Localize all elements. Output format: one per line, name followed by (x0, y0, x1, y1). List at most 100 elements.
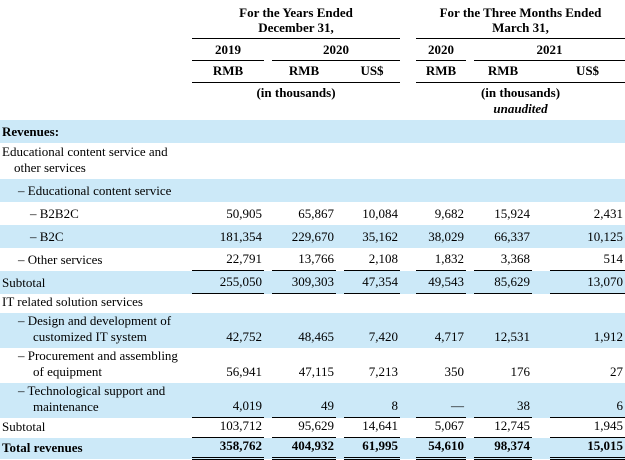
value-cell (344, 119, 400, 143)
currency-rmb-2020: RMB (288, 62, 320, 78)
column-gap (532, 294, 550, 313)
value-cell (416, 178, 466, 202)
value-cell: 229,670 (272, 224, 336, 248)
row-label: – Procurement and assembling of equipmen… (18, 347, 178, 379)
value-cell (550, 143, 625, 179)
year-2021: 2021 (474, 38, 625, 61)
group-title-three-months: For the Three Months Ended March 31, (416, 0, 625, 39)
column-gap (532, 224, 550, 248)
value-cell: 1,945 (550, 417, 625, 438)
currency-rmb-2019: RMB (212, 62, 244, 78)
value-cell (192, 143, 264, 179)
column-gap (336, 143, 344, 179)
value-cell (416, 119, 466, 143)
column-gap (400, 294, 416, 313)
value-cell (550, 178, 625, 202)
row-label: Educational content service and other se… (2, 143, 168, 175)
table-row: – Design and development of customized I… (0, 312, 625, 348)
table-row: Subtotal 255,050 309,303 47,354 49,543 85,629… (0, 270, 625, 294)
value-cell (192, 119, 264, 143)
column-gap (532, 248, 550, 271)
column-gap (532, 312, 550, 348)
value-cell: 38,029 (416, 224, 466, 248)
column-gap (532, 418, 550, 438)
row-label: Subtotal (2, 418, 46, 434)
value-cell: 95,629 (272, 417, 336, 438)
column-gap (532, 348, 550, 383)
value-cell: 22,791 (192, 247, 264, 271)
row-label: – Other services (18, 251, 103, 267)
column-gap (336, 382, 344, 418)
currency-usd-2020: US$ (360, 62, 384, 78)
column-gap (264, 294, 272, 313)
value-cell: 8 (344, 382, 400, 418)
column-gap (264, 202, 272, 225)
value-cell (272, 119, 336, 143)
value-cell: 3,368 (474, 247, 532, 271)
value-cell (474, 143, 532, 179)
value-cell: 5,067 (416, 417, 466, 438)
value-cell (416, 294, 466, 313)
value-cell: 13,070 (550, 270, 625, 294)
value-cell: 1,832 (416, 247, 466, 271)
value-cell: 9,682 (434, 205, 464, 221)
value-cell: 12,745 (474, 417, 532, 438)
year-2020: 2020 (272, 38, 400, 61)
column-gap (400, 82, 416, 120)
column-gap (264, 38, 272, 60)
column-gap (466, 382, 474, 418)
value-cell: 6 (550, 382, 625, 418)
column-gap (400, 270, 416, 294)
column-gap (466, 418, 474, 438)
column-gap (264, 382, 272, 418)
year-row: 2019 2020 2020 2021 (0, 38, 625, 61)
column-gap (336, 418, 344, 438)
column-gap (466, 348, 474, 383)
table-body: Revenues: Educational content service and… (0, 119, 625, 460)
column-gap (400, 224, 416, 248)
column-gap (336, 119, 344, 143)
value-cell (344, 178, 400, 202)
header-spacer (0, 38, 192, 60)
table-row: – B2B2C 50,905 65,867 10,084 9,682 15,924 2,43… (0, 202, 625, 225)
column-gap (336, 437, 344, 459)
column-gap (466, 202, 474, 225)
column-gap (336, 348, 344, 383)
table-row: – Other services 22,791 13,766 2,108 1,832 3,… (0, 247, 625, 271)
column-gap (400, 202, 416, 225)
column-gap (264, 248, 272, 271)
column-gap (466, 60, 474, 82)
currency-rmb-2020-q: RMB (425, 62, 457, 78)
in-thousands-note: (in thousands) (480, 84, 561, 100)
column-gap (532, 437, 550, 459)
column-gap (264, 60, 272, 82)
currency-row: RMB RMB US$ RMB RMB US$ (0, 60, 625, 82)
value-cell (550, 119, 625, 143)
header-spacer (0, 0, 192, 38)
column-gap (466, 437, 474, 459)
value-cell (192, 178, 264, 202)
value-cell: 514 (550, 247, 625, 271)
column-gap (400, 382, 416, 418)
table-row: – B2C 181,354 229,670 35,162 38,029 66,337 10,… (0, 224, 625, 248)
column-gap (336, 270, 344, 294)
column-gap (336, 178, 344, 202)
value-cell (474, 294, 532, 313)
column-gap (532, 202, 550, 225)
value-cell: 54,610 (416, 437, 466, 460)
value-cell (344, 143, 400, 179)
column-gap (336, 312, 344, 348)
value-cell: 2,431 (593, 205, 623, 221)
column-gap (466, 119, 474, 143)
column-gap (400, 143, 416, 179)
value-cell: 65,867 (298, 205, 334, 221)
value-cell: 103,712 (192, 417, 264, 438)
column-gap (336, 60, 344, 82)
value-cell (272, 178, 336, 202)
column-gap (336, 202, 344, 225)
value-cell: 4,019 (192, 382, 264, 418)
value-cell: 350 (444, 363, 465, 379)
value-cell: 15,015 (550, 437, 625, 460)
value-cell: 56,941 (226, 363, 262, 379)
column-gap (400, 348, 416, 383)
